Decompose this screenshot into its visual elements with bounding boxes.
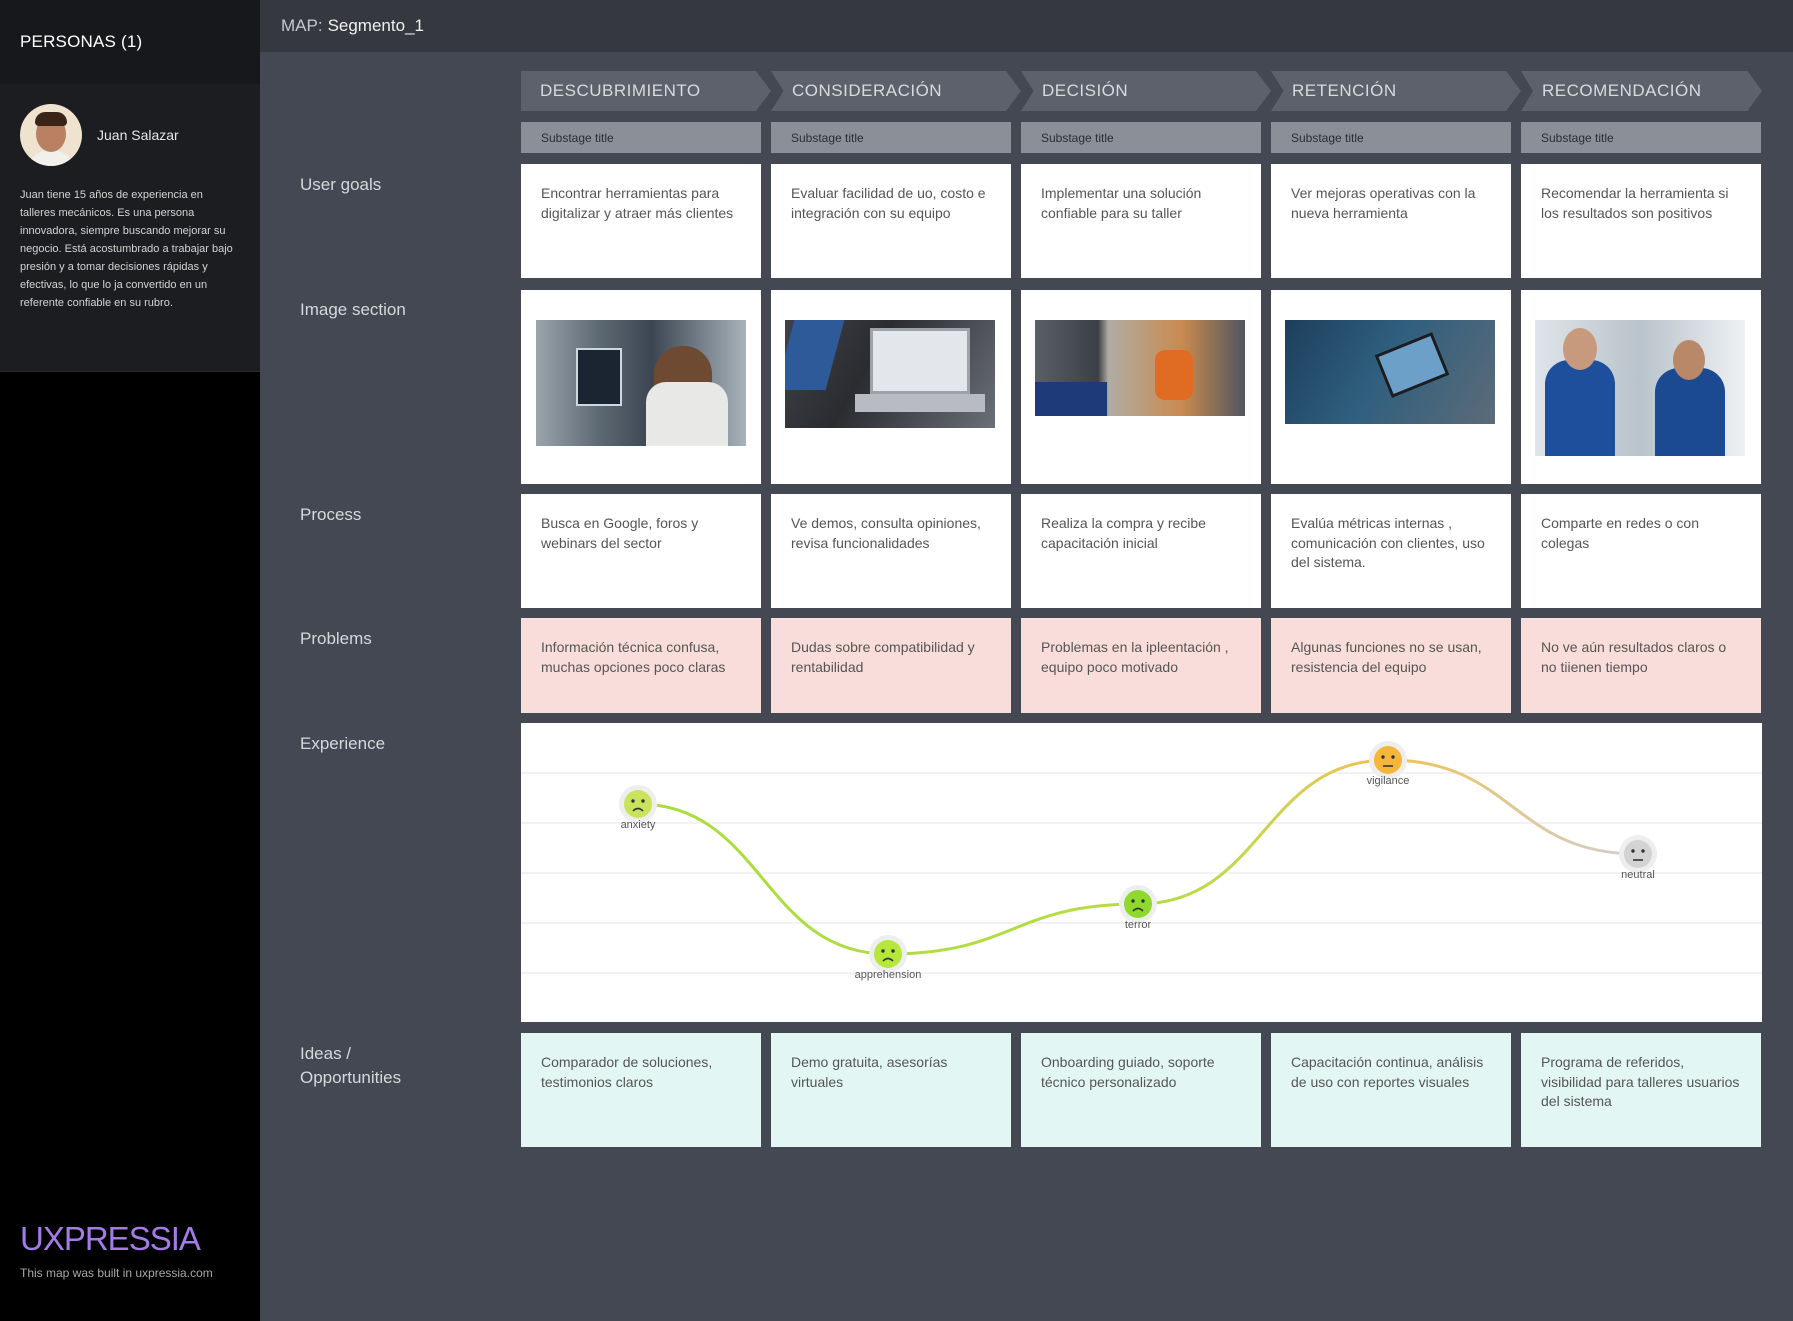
stage-retencion[interactable]: RETENCIÓN (1271, 71, 1521, 111)
workshop-collage-photo (1035, 320, 1245, 416)
problem-cell[interactable]: Dudas sobre compatibilidad y rentabilida… (771, 618, 1011, 713)
process-cell[interactable]: Evalúa métricas internas , comunicación … (1271, 494, 1511, 608)
idea-cell[interactable]: Demo gratuita, asesorías virtuales (771, 1033, 1011, 1147)
map-title-bar: MAP: Segmento_1 (260, 0, 1793, 52)
emotion-point-vigilance[interactable]: vigilance (1367, 741, 1410, 787)
persona-card[interactable]: Juan Salazar Juan tiene 15 años de exper… (0, 84, 260, 372)
user-goal-cell[interactable]: Ver mejoras operativas con la nueva herr… (1271, 164, 1511, 278)
journey-map: MAP: Segmento_1 DESCUBRIMIENTO CONSIDERA… (260, 0, 1793, 1321)
idea-cell[interactable]: Comparador de soluciones, testimonios cl… (521, 1033, 761, 1147)
emotion-face-icon (874, 940, 902, 968)
persona-name: Juan Salazar (97, 127, 179, 143)
substage-title[interactable]: Substage title (1021, 122, 1261, 153)
emotion-face-icon (1124, 890, 1152, 918)
mechanic-computer-photo (536, 320, 746, 446)
emotion-label: apprehension (855, 969, 922, 981)
emotion-face-icon (624, 790, 652, 818)
personas-header: PERSONAS (1) (0, 0, 260, 84)
problem-cell[interactable]: Información técnica confusa, muchas opci… (521, 618, 761, 713)
map-name[interactable]: Segmento_1 (327, 16, 424, 35)
experience-curve-svg: anxiety apprehension terror vigilance neutra… (521, 741, 1762, 981)
problem-cell[interactable]: No ve aún resultados claros o no tiienen… (1521, 618, 1761, 713)
experience-graph[interactable]: anxiety apprehension terror vigilance neutra… (521, 723, 1762, 1022)
image-card[interactable] (1271, 290, 1511, 484)
brand-note: This map was built in uxpressia.com (20, 1266, 213, 1280)
map-label: MAP: (281, 16, 323, 35)
tablet-mechanic-photo (1285, 320, 1495, 424)
experience-grid (521, 772, 1762, 974)
row-label-ideas-line1: Ideas / (300, 1044, 352, 1063)
user-goal-cell[interactable]: Recomendar la herramienta si los resulta… (1521, 164, 1761, 278)
substage-title[interactable]: Substage title (771, 122, 1011, 153)
stage-descubrimiento[interactable]: DESCUBRIMIENTO (521, 71, 771, 111)
idea-cell[interactable]: Capacitación continua, análisis de uso c… (1271, 1033, 1511, 1147)
emotion-face-icon (1374, 746, 1402, 774)
mechanics-talking-photo (1535, 320, 1745, 456)
emotion-label: vigilance (1367, 775, 1410, 787)
personas-sidebar: PERSONAS (1) Juan Salazar Juan tiene 15 … (0, 0, 260, 1321)
row-label-problems: Problems (300, 629, 372, 648)
persona-description: Juan tiene 15 años de experiencia en tal… (20, 189, 233, 309)
process-cell[interactable]: Comparte en redes o con colegas (1521, 494, 1761, 608)
substage-title[interactable]: Substage title (521, 122, 761, 153)
substage-title[interactable]: Substage title (1521, 122, 1761, 153)
persona-avatar (20, 104, 82, 166)
emotion-point-neutral[interactable]: neutral (1619, 835, 1657, 881)
stage-consideracion[interactable]: CONSIDERACIÓN (771, 71, 1021, 111)
row-label-image-section: Image section (300, 300, 406, 319)
stage-decision[interactable]: DECISIÓN (1021, 71, 1271, 111)
emotion-point-anxiety[interactable]: anxiety (619, 785, 657, 831)
image-card[interactable] (771, 290, 1011, 484)
idea-cell[interactable]: Programa de referidos, visibilidad para … (1521, 1033, 1761, 1147)
image-card[interactable] (521, 290, 761, 484)
personas-title: PERSONAS (1) (20, 32, 143, 51)
row-label-ideas-line2: Opportunities (300, 1068, 402, 1087)
row-label-process: Process (300, 505, 362, 524)
emotion-face-icon (1624, 840, 1652, 868)
uxpressia-logo[interactable]: UXPRESSIA (20, 1220, 201, 1257)
row-label-ideas: Ideas / Opportunities (300, 1042, 401, 1090)
problem-cell[interactable]: Algunas funciones no se usan, resistenci… (1271, 618, 1511, 713)
user-goal-cell[interactable]: Encontrar herramientas para digitalizar … (521, 164, 761, 278)
process-cell[interactable]: Busca en Google, foros y webinars del se… (521, 494, 761, 608)
emotion-label: neutral (1621, 869, 1655, 881)
problem-cell[interactable]: Problemas en la ipleentación , equipo po… (1021, 618, 1261, 713)
user-goal-cell[interactable]: Implementar una solución confiable para … (1021, 164, 1261, 278)
image-card[interactable] (1021, 290, 1261, 484)
emotion-label: anxiety (621, 819, 656, 831)
emotion-point-terror[interactable]: terror (1119, 885, 1157, 931)
stage-recomendacion[interactable]: RECOMENDACIÓN (1521, 71, 1762, 111)
brand: UXPRESSIA This map was built in uxpressi… (20, 1220, 213, 1280)
row-label-experience: Experience (300, 734, 386, 753)
process-cell[interactable]: Realiza la compra y recibe capacitación … (1021, 494, 1261, 608)
substage-title[interactable]: Substage title (1271, 122, 1511, 153)
emotion-point-apprehension[interactable]: apprehension (855, 935, 922, 981)
image-card[interactable] (1521, 290, 1761, 484)
row-label-user-goals: User goals (300, 175, 382, 194)
process-cell[interactable]: Ve demos, consulta opiniones, revisa fun… (771, 494, 1011, 608)
user-goal-cell[interactable]: Evaluar facilidad de uo, costo e integra… (771, 164, 1011, 278)
emotion-label: terror (1125, 919, 1152, 931)
idea-cell[interactable]: Onboarding guiado, soporte técnico perso… (1021, 1033, 1261, 1147)
laptop-engine-photo (785, 320, 995, 428)
